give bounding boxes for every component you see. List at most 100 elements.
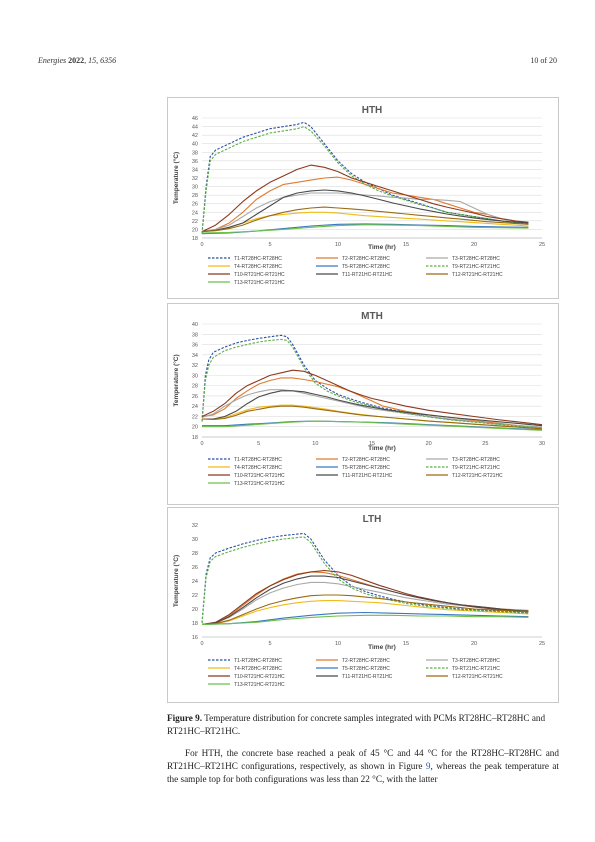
series-line — [201, 121, 529, 234]
chart-panel-hth: HTH 18 20 22 24 26 28 30 32 34 36 38 40 42 44 46 0 5 10 15 2… — [167, 97, 559, 299]
x-tick-label: 0 — [200, 441, 203, 447]
legend-label: T4-RT28HC-RT28HC — [234, 264, 282, 270]
x-tick-label: 10 — [335, 242, 341, 248]
legend-label: T1-RT28HC-RT28HC — [234, 658, 282, 664]
series-line — [202, 420, 543, 431]
y-tick-label: 32 — [192, 176, 198, 182]
caption-label: Figure 9. — [167, 713, 203, 723]
y-tick-label: 34 — [192, 167, 198, 173]
legend-label: T13-RT21HC-RT21HC — [234, 481, 285, 487]
y-tick-label: 24 — [192, 404, 198, 410]
series-line — [201, 334, 543, 428]
running-header-journal: Energies 2022, 15, 6356 — [38, 56, 116, 65]
y-tick-label: 24 — [192, 579, 198, 585]
series-line — [202, 390, 543, 427]
y-axis-label: Temperature (°C) — [172, 152, 180, 204]
y-tick-label: 32 — [192, 363, 198, 369]
series-line — [201, 581, 529, 625]
legend-label: T12-RT21HC-RT21HC — [452, 674, 503, 680]
legend-label: T3-RT28HC-RT28HC — [452, 256, 500, 262]
y-tick-label: 46 — [192, 116, 198, 122]
y-tick-label: 40 — [192, 322, 198, 328]
x-tick-label: 0 — [200, 242, 203, 248]
chart-lth: LTH 16 18 20 22 24 26 28 30 32 0 5 10 15 20 25 Time (hr)… — [172, 514, 545, 688]
chart-mth: MTH 18 20 22 24 26 28 30 32 34 36 38 40 0 5 10 15 20 25 30 T… — [172, 311, 545, 487]
legend-label: T10-RT21HC-RT21HC — [234, 674, 285, 680]
series-line — [201, 532, 529, 624]
x-tick-label: 25 — [482, 441, 488, 447]
figure-reference-link[interactable]: 9 — [425, 761, 431, 772]
series-line — [201, 536, 529, 624]
x-tick-label: 20 — [471, 641, 477, 647]
legend-label: T10-RT21HC-RT21HC — [234, 473, 285, 479]
y-tick-label: 38 — [192, 332, 198, 338]
x-tick-label: 15 — [369, 441, 375, 447]
series-line — [201, 192, 529, 233]
y-tick-label: 42 — [192, 133, 198, 139]
paragraph-text-2: , whereas the peak temperature at the sa… — [167, 761, 559, 785]
y-tick-label: 30 — [192, 537, 198, 543]
legend-label: T13-RT21HC-RT21HC — [234, 280, 285, 286]
series-line — [201, 164, 529, 233]
series-line — [201, 611, 529, 625]
legend-label: T4-RT28HC-RT28HC — [234, 465, 282, 471]
y-tick-label: 18 — [192, 435, 198, 441]
legend-label: T9-RT21HC-RT21HC — [452, 264, 500, 270]
y-tick-label: 28 — [192, 384, 198, 390]
x-tick-label: 10 — [312, 441, 318, 447]
journal-year: 2022 — [68, 56, 85, 65]
legend-label: T12-RT21HC-RT21HC — [452, 473, 503, 479]
legend-label: T3-RT28HC-RT28HC — [452, 658, 500, 664]
y-tick-label: 24 — [192, 210, 198, 216]
legend-label: T9-RT21HC-RT21HC — [452, 465, 500, 471]
x-tick-label: 25 — [539, 641, 545, 647]
y-tick-label: 36 — [192, 159, 198, 165]
y-axis-label: Temperature (°C) — [172, 555, 180, 607]
y-tick-label: 22 — [192, 593, 198, 599]
x-tick-label: 5 — [268, 641, 271, 647]
chart-title: LTH — [363, 514, 382, 525]
legend-label: T11-RT21HC-RT21HC — [342, 473, 393, 479]
y-tick-label: 30 — [192, 185, 198, 191]
y-tick-label: 44 — [192, 125, 198, 131]
x-tick-label: 20 — [426, 441, 432, 447]
y-tick-label: 36 — [192, 343, 198, 349]
legend-label: T5-RT28HC-RT28HC — [342, 666, 390, 672]
paragraph-text-1: For HTH, the concrete base reached a pea… — [167, 748, 559, 772]
x-axis-label: Time (hr) — [368, 244, 396, 251]
x-tick-label: 5 — [257, 441, 260, 447]
y-tick-label: 30 — [192, 373, 198, 379]
chart-hth: HTH 18 20 22 24 26 28 30 32 34 36 38 40 42 44 46 0 5 10 15 2… — [172, 105, 545, 286]
chart-title: HTH — [362, 105, 383, 116]
y-tick-label: 20 — [192, 425, 198, 431]
y-tick-label: 34 — [192, 353, 198, 359]
y-tick-label: 20 — [192, 607, 198, 613]
y-tick-label: 38 — [192, 150, 198, 156]
series-line — [201, 569, 529, 625]
x-tick-label: 15 — [403, 641, 409, 647]
y-tick-label: 40 — [192, 142, 198, 148]
y-tick-label: 22 — [192, 414, 198, 420]
series-line — [201, 575, 529, 625]
y-tick-label: 26 — [192, 565, 198, 571]
y-tick-label: 28 — [192, 193, 198, 199]
figure-caption: Figure 9. Temperature distribution for c… — [167, 712, 559, 738]
y-tick-label: 26 — [192, 202, 198, 208]
legend-label: T2-RT28HC-RT28HC — [342, 457, 390, 463]
x-tick-label: 0 — [200, 641, 203, 647]
series-line — [201, 126, 529, 234]
legend-label: T11-RT21HC-RT21HC — [342, 674, 393, 680]
y-tick-label: 20 — [192, 227, 198, 233]
body-paragraph: For HTH, the concrete base reached a pea… — [167, 747, 559, 787]
y-tick-label: 18 — [192, 236, 198, 242]
caption-text: Temperature distribution for concrete sa… — [167, 713, 546, 736]
series-line — [201, 189, 529, 233]
legend-label: T4-RT28HC-RT28HC — [234, 666, 282, 672]
x-axis-label: Time (hr) — [368, 644, 396, 651]
legend-label: T9-RT21HC-RT21HC — [452, 666, 500, 672]
series-line — [201, 614, 529, 625]
y-tick-label: 32 — [192, 523, 198, 529]
x-tick-label: 25 — [539, 242, 545, 248]
legend-label: T5-RT28HC-RT28HC — [342, 465, 390, 471]
legend-label: T2-RT28HC-RT28HC — [342, 658, 390, 664]
